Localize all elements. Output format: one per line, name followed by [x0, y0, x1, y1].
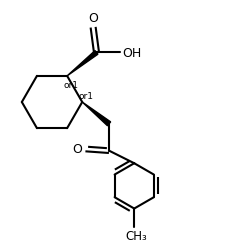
Text: O: O — [72, 143, 82, 156]
Text: or1: or1 — [79, 91, 94, 100]
Polygon shape — [67, 51, 98, 77]
Text: OH: OH — [122, 47, 142, 60]
Text: CH₃: CH₃ — [125, 230, 147, 242]
Text: O: O — [88, 12, 98, 25]
Polygon shape — [82, 103, 111, 126]
Text: or1: or1 — [64, 81, 79, 90]
